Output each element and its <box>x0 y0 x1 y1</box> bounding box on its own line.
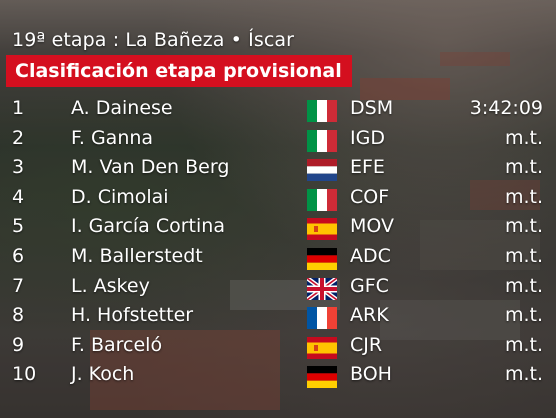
position-number: 8 <box>12 304 25 327</box>
position-number: 9 <box>12 333 25 356</box>
france-flag-icon <box>307 307 337 330</box>
banner-title: Clasificación etapa provisional <box>15 60 342 82</box>
finish-time: m.t. <box>504 215 543 238</box>
standings-row: 10 J. Koch BOH m.t. <box>0 363 556 391</box>
team-code: CJR <box>350 333 383 356</box>
standings-row: 3 M. Van Den Berg EFE m.t. <box>0 156 556 184</box>
finish-time: m.t. <box>504 245 543 267</box>
standings-row: 7 L. Askey GFC m.t. <box>0 275 556 303</box>
team-code: DSM <box>350 97 394 119</box>
team-code: ADC <box>350 245 391 267</box>
position-number: 10 <box>12 363 37 386</box>
standings-row: 2 F. Ganna IGD m.t. <box>0 127 556 155</box>
rider-name: L. Askey <box>71 274 150 297</box>
rider-name: M. Ballerstedt <box>71 245 203 267</box>
standings-row: 9 F. Barceló CJR m.t. <box>0 334 556 362</box>
standings-row: 8 H. Hofstetter ARK m.t. <box>0 304 556 332</box>
position-number: 2 <box>12 126 25 149</box>
italy-flag-icon <box>307 129 337 152</box>
spain-flag-icon <box>307 336 337 359</box>
germany-flag-icon <box>307 366 337 389</box>
rider-name: F. Ganna <box>71 126 154 149</box>
rider-name: F. Barceló <box>71 333 163 356</box>
position-number: 5 <box>12 215 25 238</box>
position-number: 7 <box>12 274 25 297</box>
team-code: GFC <box>350 274 389 297</box>
germany-flag-icon <box>307 248 337 270</box>
team-code: MOV <box>350 215 395 238</box>
position-number: 4 <box>12 185 25 208</box>
finish-time: 3:42:09 <box>469 97 543 119</box>
background-roof <box>360 78 450 100</box>
position-number: 3 <box>12 156 25 179</box>
background-roof <box>470 180 540 210</box>
standings-row: 1 A. Dainese DSM 3:42:09 <box>0 97 556 125</box>
background-field <box>380 300 520 340</box>
standings-row: 5 I. García Cortina MOV m.t. <box>0 215 556 243</box>
italy-flag-icon <box>307 188 337 211</box>
team-code: ARK <box>350 304 389 327</box>
finish-time: m.t. <box>504 363 543 386</box>
background-field <box>420 220 540 270</box>
stage-label: 19ª etapa : La Bañeza • Íscar <box>12 29 295 51</box>
team-code: IGD <box>350 126 385 149</box>
position-number: 1 <box>12 97 25 119</box>
italy-flag-icon <box>307 100 337 122</box>
finish-time: m.t. <box>504 304 543 327</box>
rider-name: J. Koch <box>71 363 135 386</box>
standings-row: 4 D. Cimolai COF m.t. <box>0 186 556 214</box>
team-code: COF <box>350 185 390 208</box>
uk-flag-icon <box>307 277 337 300</box>
background-roof <box>440 52 510 66</box>
rider-name: I. García Cortina <box>71 215 225 238</box>
finish-time: m.t. <box>504 126 543 149</box>
rider-name: M. Van Den Berg <box>71 156 230 179</box>
finish-time: m.t. <box>504 274 543 297</box>
rider-name: D. Cimolai <box>71 185 169 208</box>
spain-flag-icon <box>307 218 337 241</box>
finish-time: m.t. <box>504 185 543 208</box>
position-number: 6 <box>12 245 25 267</box>
rider-name: H. Hofstetter <box>71 304 194 327</box>
finish-time: m.t. <box>504 156 543 179</box>
netherlands-flag-icon <box>307 159 337 182</box>
standings-row: 6 M. Ballerstedt ADC m.t. <box>0 245 556 273</box>
title-banner: Clasificación etapa provisional <box>6 55 352 87</box>
team-code: BOH <box>350 363 392 386</box>
team-code: EFE <box>350 156 385 179</box>
background-roof <box>90 330 280 410</box>
finish-time: m.t. <box>504 333 543 356</box>
rider-name: A. Dainese <box>71 97 173 119</box>
